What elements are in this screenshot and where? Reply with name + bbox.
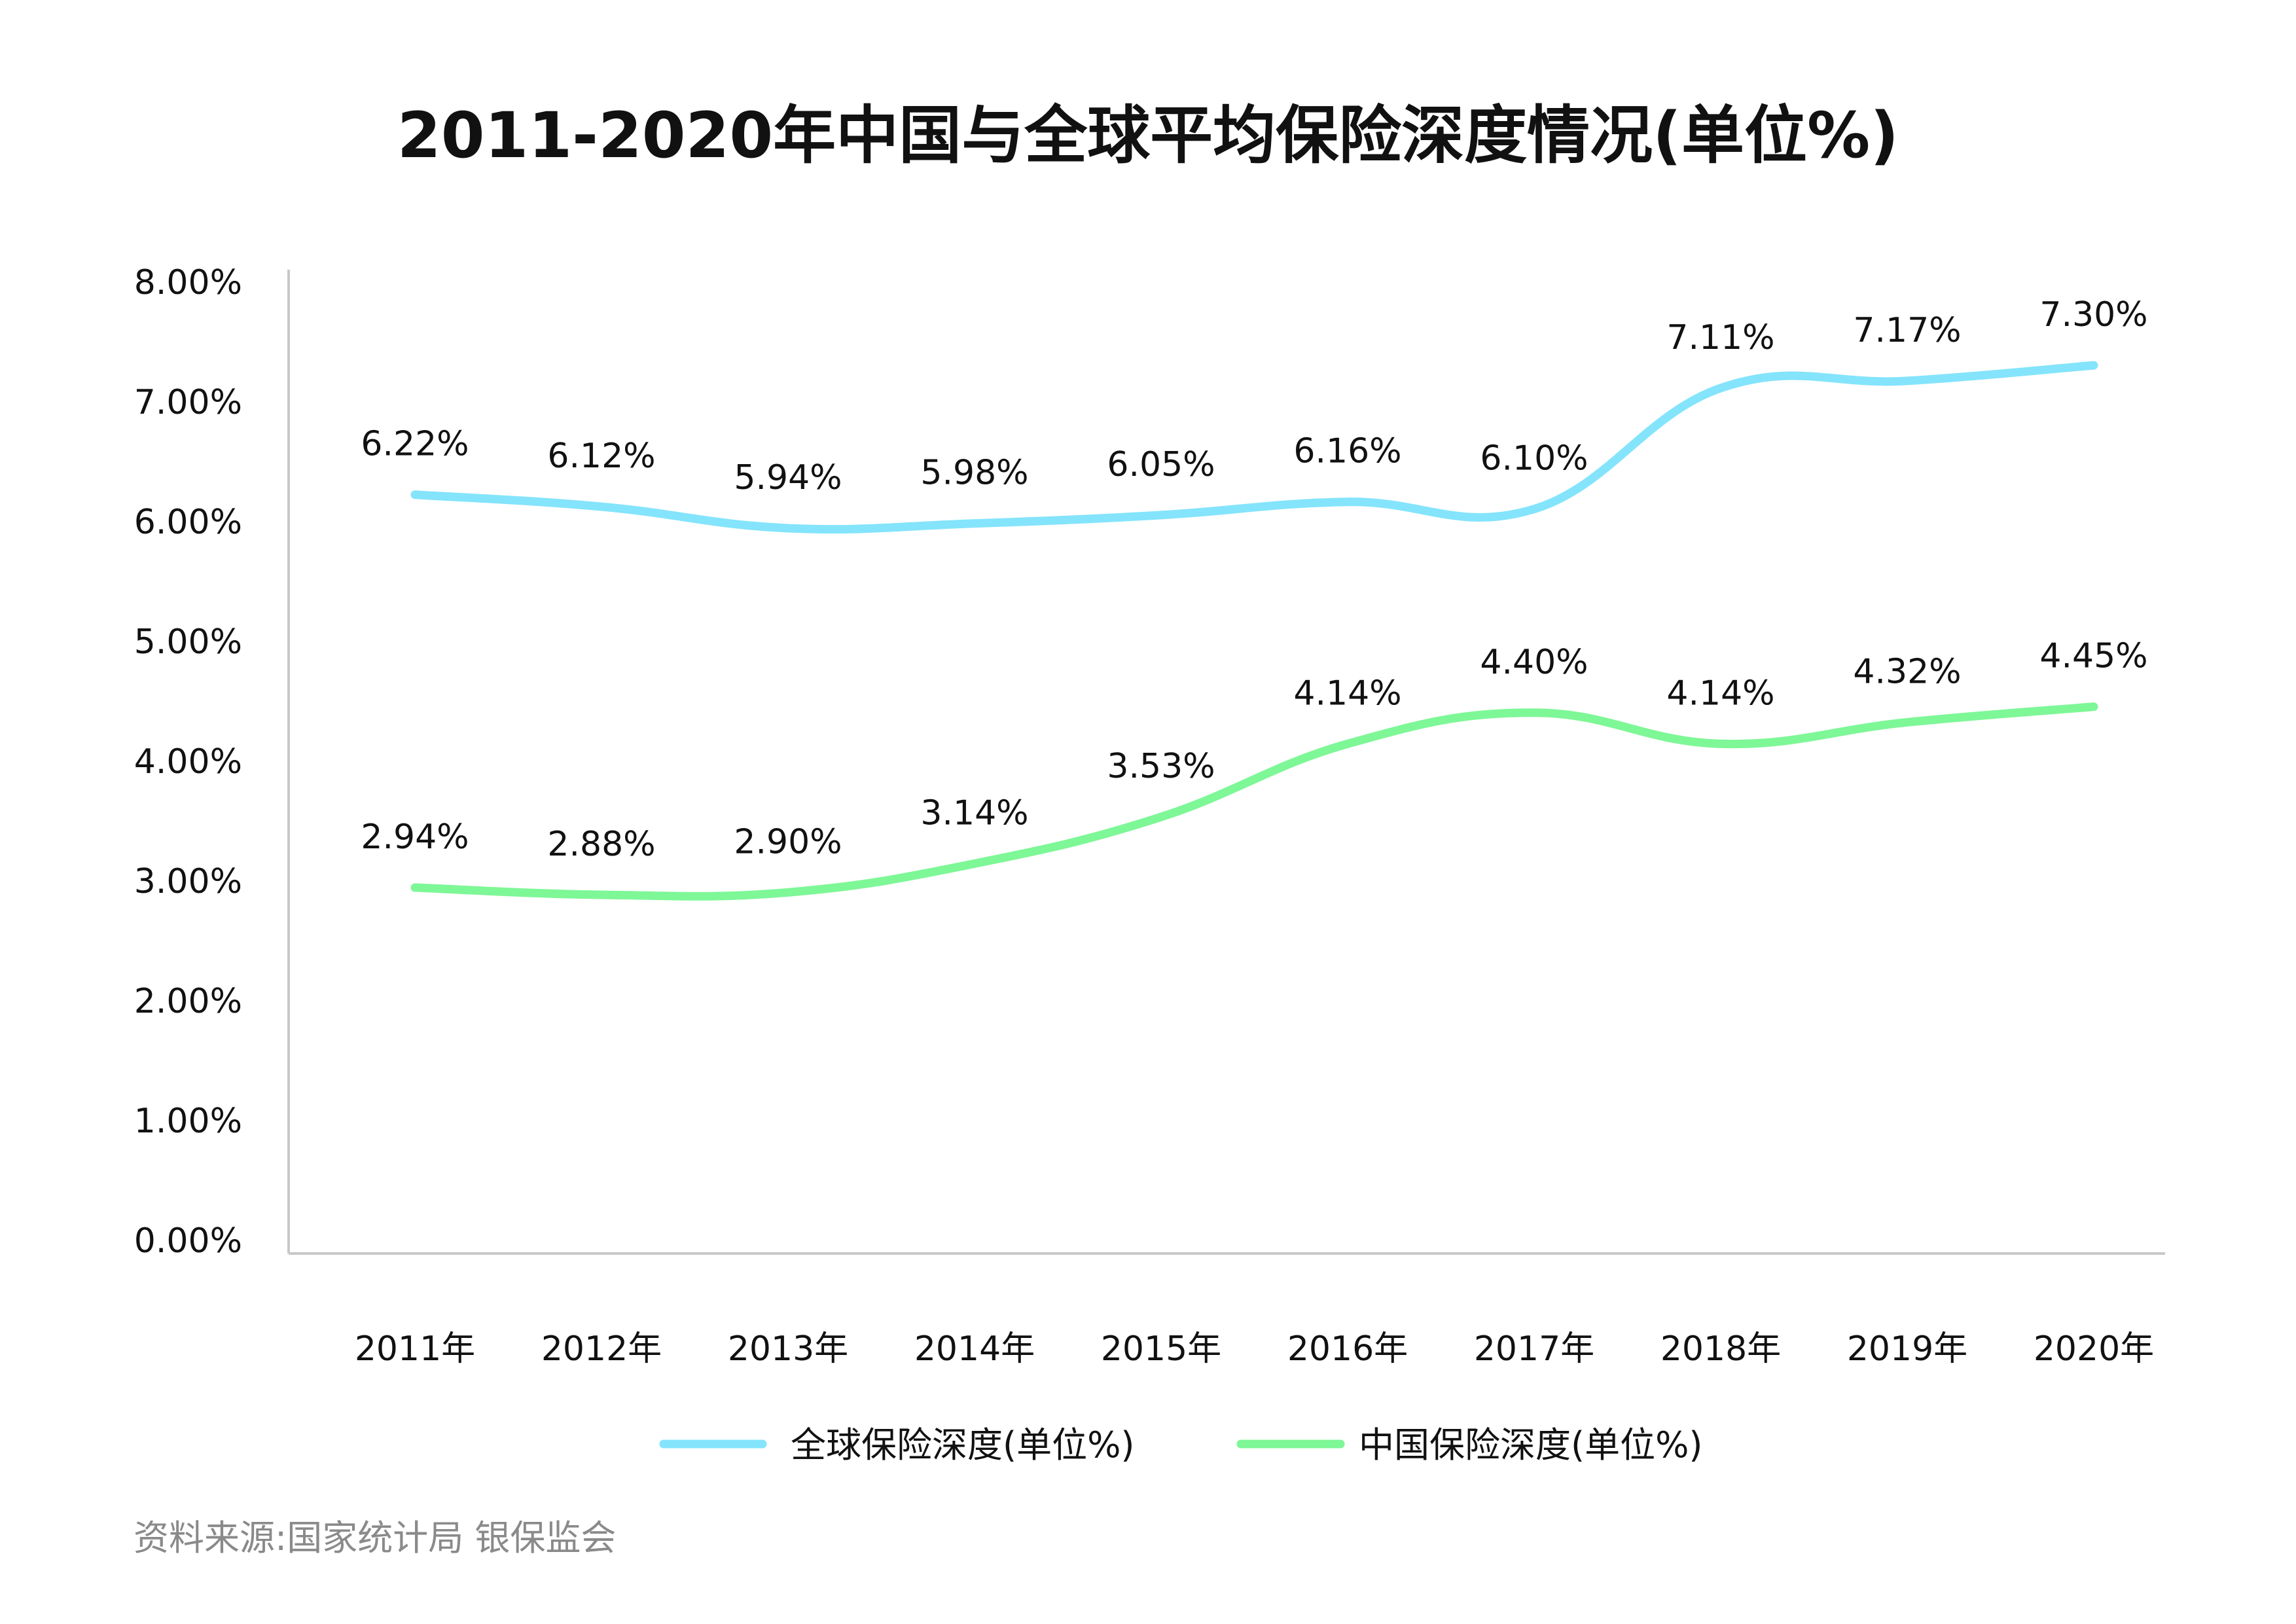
data-label: 7.30% xyxy=(2039,295,2147,334)
y-tick-label: 3.00% xyxy=(134,862,242,901)
x-tick-label: 2018年 xyxy=(1660,1329,1781,1369)
x-tick-label: 2016年 xyxy=(1287,1329,1408,1369)
data-label: 6.05% xyxy=(1107,445,1215,484)
x-tick-label: 2019年 xyxy=(1847,1329,1967,1369)
y-tick-label: 8.00% xyxy=(134,263,242,302)
data-label: 5.94% xyxy=(734,458,842,497)
data-label: 6.22% xyxy=(361,425,469,464)
series-line-0 xyxy=(410,361,2098,534)
x-tick-label: 2015年 xyxy=(1101,1329,1221,1369)
y-tick-label: 7.00% xyxy=(134,383,242,422)
legend-label-china: 中国保险深度(单位%) xyxy=(1359,1424,1702,1466)
y-tick-label: 1.00% xyxy=(134,1102,242,1141)
y-tick-label: 2.00% xyxy=(134,982,242,1021)
data-label: 4.14% xyxy=(1293,674,1401,713)
data-label: 4.45% xyxy=(2039,637,2147,676)
data-label: 6.16% xyxy=(1293,432,1401,471)
data-label: 4.14% xyxy=(1666,674,1774,713)
series-line-1 xyxy=(410,702,2098,901)
data-label: 2.90% xyxy=(734,822,842,861)
x-tick-label: 2014年 xyxy=(914,1329,1035,1369)
y-tick-label: 6.00% xyxy=(134,503,242,542)
data-label: 7.11% xyxy=(1666,318,1774,357)
data-label: 2.94% xyxy=(361,818,469,857)
y-tick-label: 0.00% xyxy=(134,1221,242,1261)
y-tick-label: 4.00% xyxy=(134,742,242,782)
legend: 全球保险深度(单位%) 中国保险深度(单位%) xyxy=(659,1424,1702,1466)
x-tick-label: 2017年 xyxy=(1474,1329,1594,1369)
data-label: 6.10% xyxy=(1480,439,1588,478)
x-tick-label: 2012年 xyxy=(541,1329,662,1369)
data-label: 5.98% xyxy=(920,454,1028,493)
x-tick-label: 2020年 xyxy=(2034,1329,2154,1369)
x-tick-label: 2013年 xyxy=(728,1329,848,1369)
legend-label-global: 全球保险深度(单位%) xyxy=(791,1424,1134,1466)
source-note: 资料来源:国家统计局 银保监会 xyxy=(134,1517,616,1559)
data-label: 2.88% xyxy=(547,825,655,864)
data-label: 3.14% xyxy=(920,793,1028,833)
data-label: 4.32% xyxy=(1853,652,1961,691)
y-tick-label: 5.00% xyxy=(134,623,242,662)
data-label: 3.53% xyxy=(1107,747,1215,786)
data-label: 7.17% xyxy=(1853,311,1961,350)
chart-title: 2011-2020年中国与全球平均保险深度情况(单位%) xyxy=(397,99,1899,172)
x-tick-label: 2011年 xyxy=(355,1329,475,1369)
data-label: 4.40% xyxy=(1480,643,1588,682)
data-label: 6.12% xyxy=(547,437,655,476)
